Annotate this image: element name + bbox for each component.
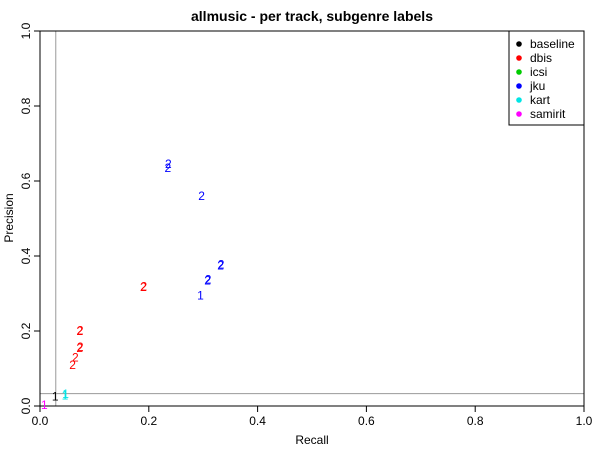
data-point-jku: 2 — [164, 161, 171, 175]
data-point-samirit: 1 — [41, 398, 48, 412]
data-point-dbis: 2 — [141, 279, 148, 293]
data-point-baseline: 1 — [52, 390, 59, 404]
x-tick-label: 0.0 — [32, 414, 49, 428]
y-tick-label: 0.8 — [19, 97, 33, 114]
data-point-kart: 1 — [62, 389, 69, 403]
legend-label-samirit: samirit — [530, 107, 566, 121]
legend-marker-samirit — [516, 111, 522, 117]
x-tick-label: 0.4 — [249, 414, 266, 428]
x-tick-label: 0.2 — [140, 414, 157, 428]
legend-label-icsi: icsi — [530, 65, 547, 79]
legend-label-baseline: baseline — [530, 37, 575, 51]
legend-label-jku: jku — [529, 79, 545, 93]
data-point-kart: 1 — [62, 387, 69, 401]
data-point-jku: 2 — [217, 258, 224, 272]
data-point-jku: 2 — [205, 272, 212, 286]
data-point-dbis: 2 — [77, 340, 84, 354]
y-axis: 0.0 0.2 0.4 0.6 0.8 1.0 — [19, 22, 40, 414]
x-tick-label: 0.6 — [358, 414, 375, 428]
data-point-jku: 1 — [197, 288, 204, 302]
data-point-dbis: 2 — [76, 341, 83, 355]
chart-title: allmusic - per track, subgenre labels — [191, 8, 433, 24]
y-tick-label: 1.0 — [19, 22, 33, 39]
y-tick-label: 0.0 — [19, 397, 33, 414]
data-point-jku: 2 — [218, 257, 225, 271]
legend-marker-jku — [516, 83, 522, 89]
legend-marker-dbis — [516, 55, 522, 61]
y-tick-label: 0.6 — [19, 172, 33, 189]
plot-frame — [39, 30, 585, 407]
legend-label-dbis: dbis — [530, 51, 552, 65]
legend-marker-icsi — [516, 69, 522, 75]
legend-label-kart: kart — [530, 93, 551, 107]
data-point-dbis: 2 — [69, 358, 76, 372]
data-point-dbis: 2 — [77, 323, 84, 337]
legend-box — [508, 30, 585, 126]
data-point-dbis: 2 — [76, 324, 83, 338]
legend-marker-baseline — [516, 41, 522, 47]
y-tick-label: 0.4 — [19, 247, 33, 264]
data-point-dbis: 2 — [140, 280, 147, 294]
data-point-jku: 2 — [165, 157, 172, 171]
y-axis-label: Precision — [2, 193, 16, 242]
data-point-jku: 2 — [204, 273, 211, 287]
x-tick-label: 0.8 — [467, 414, 484, 428]
data-point-jku: 2 — [198, 189, 205, 203]
x-tick-label: 1.0 — [576, 414, 593, 428]
reference-lines — [40, 31, 584, 406]
x-axis-label: Recall — [295, 433, 328, 447]
y-tick-label: 0.2 — [19, 322, 33, 339]
data-point-dbis: 2 — [72, 350, 79, 364]
x-axis: 0.0 0.2 0.4 0.6 0.8 1.0 — [32, 406, 593, 428]
legend-marker-kart — [516, 97, 522, 103]
